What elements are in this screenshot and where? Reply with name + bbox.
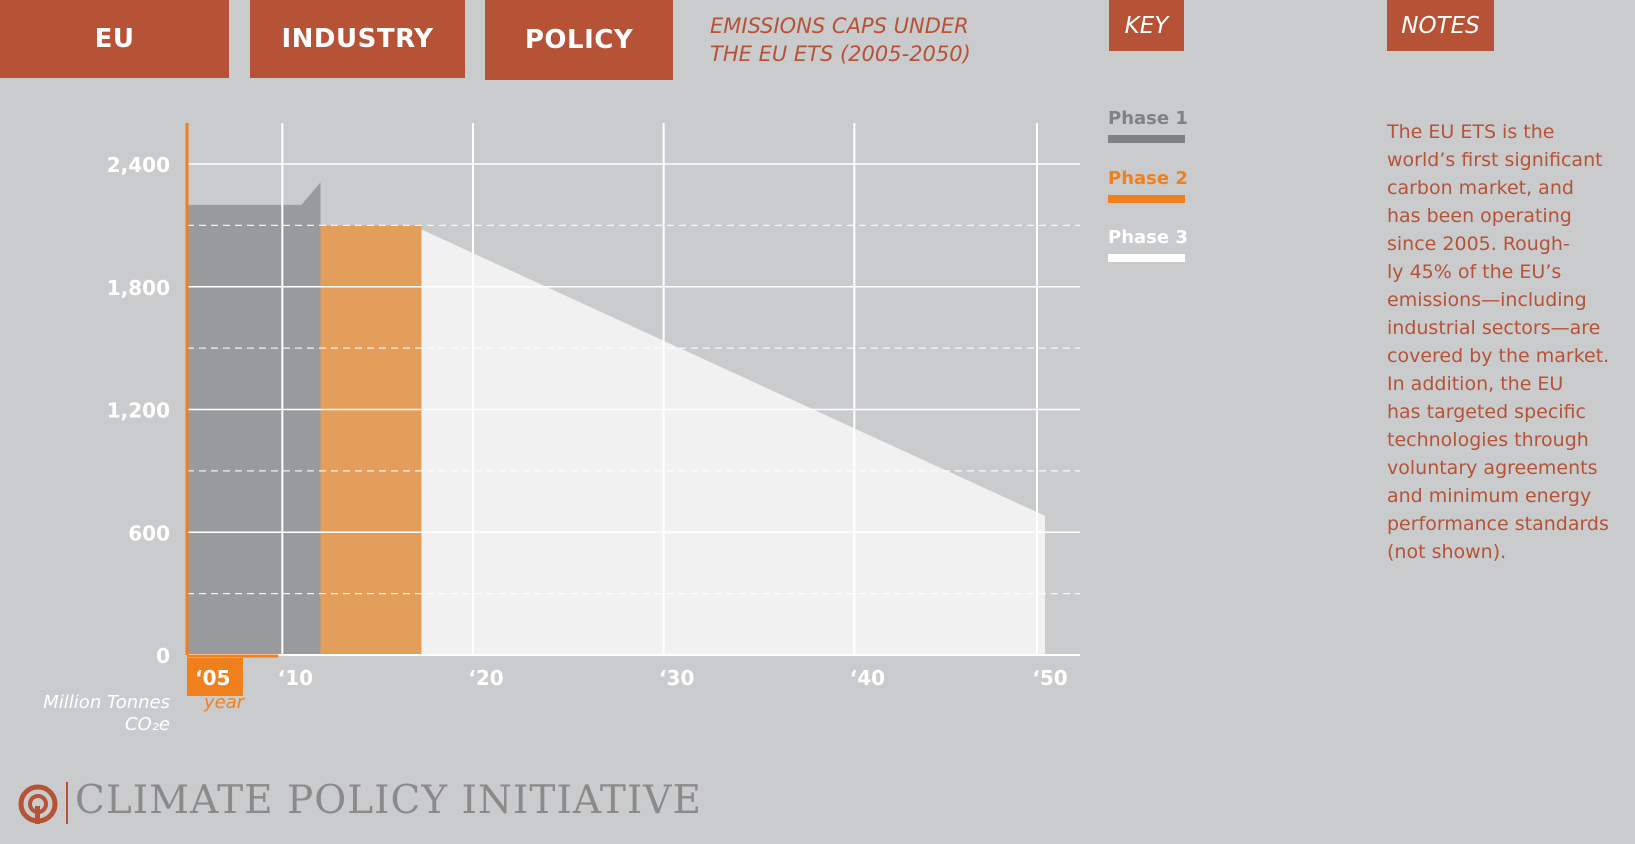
- notes-line: voluntary agreements: [1387, 457, 1598, 479]
- notes-text: The EU ETS is the world’s first significa…: [1387, 118, 1635, 566]
- y-axis-unit-label: Million Tonnes CO₂e: [20, 692, 170, 736]
- y-tick-label: 600: [128, 521, 170, 545]
- x-tick-label: ‘10: [278, 666, 313, 690]
- area-phase-3: [421, 229, 1045, 655]
- tab-industry[interactable]: INDUSTRY: [250, 0, 465, 78]
- legend-phase-3-swatch: [1108, 254, 1185, 262]
- notes-button[interactable]: NOTES: [1387, 0, 1494, 51]
- notes-line: since 2005. Rough-: [1387, 233, 1570, 255]
- notes-line: (not shown).: [1387, 541, 1507, 563]
- notes-line: The EU ETS is the: [1387, 121, 1555, 143]
- tab-policy[interactable]: POLICY: [485, 0, 673, 80]
- chart-title-line-1: EMISSIONS CAPS UNDER: [710, 14, 969, 38]
- x-tick-label: ‘40: [850, 666, 885, 690]
- notes-line: carbon market, and: [1387, 177, 1574, 199]
- x-axis-label: year: [204, 692, 245, 713]
- y-tick-label: 0: [156, 644, 170, 668]
- cpi-logo-icon: [18, 784, 58, 824]
- y-tick-label: 2,400: [107, 153, 170, 177]
- y-tick-label: 1,800: [107, 276, 170, 300]
- legend-phase-3: Phase 3: [1108, 227, 1188, 248]
- notes-line: covered by the market.: [1387, 345, 1610, 367]
- notes-line: In addition, the EU: [1387, 373, 1564, 395]
- legend-phase-2: Phase 2: [1108, 168, 1188, 189]
- legend-phase-2-swatch: [1108, 195, 1185, 203]
- x-tick-label: ‘50: [1032, 666, 1067, 690]
- area-phase-1: [187, 182, 321, 655]
- notes-line: performance standards: [1387, 513, 1609, 535]
- logo-divider: [66, 782, 68, 824]
- y-tick-label: 1,200: [107, 399, 170, 423]
- notes-line: world’s first significant: [1387, 149, 1603, 171]
- tab-eu[interactable]: EU: [0, 0, 229, 78]
- x-tick-label: ‘20: [468, 666, 503, 690]
- y-axis-unit-line-2: CO₂e: [124, 714, 170, 735]
- chart-title: EMISSIONS CAPS UNDER THE EU ETS (2005-20…: [710, 12, 1040, 68]
- notes-line: technologies through: [1387, 429, 1589, 451]
- x-tick-label: ‘30: [659, 666, 694, 690]
- org-name: CLIMATE POLICY INITIATIVE: [75, 778, 702, 823]
- x-tick-highlight: [187, 658, 243, 696]
- notes-line: and minimum energy: [1387, 485, 1592, 507]
- legend-phase-1-swatch: [1108, 135, 1185, 143]
- area-phase-2: [320, 225, 422, 655]
- notes-line: has targeted specific: [1387, 401, 1586, 423]
- legend-phase-1: Phase 1: [1108, 108, 1188, 129]
- notes-line: emissions—including: [1387, 289, 1587, 311]
- emissions-cap-chart: 0 600 1,200 1,800 2,400 ‘05 ‘10 ‘20 ‘30 ‘40 ‘50: [107, 123, 1080, 696]
- chart-title-line-2: THE EU ETS (2005-2050): [710, 42, 971, 66]
- notes-line: ly 45% of the EU’s: [1387, 261, 1562, 283]
- x-tick-label: ‘05: [195, 666, 230, 690]
- key-button[interactable]: KEY: [1109, 0, 1184, 51]
- y-axis-unit-line-1: Million Tonnes: [43, 692, 170, 713]
- notes-line: industrial sectors—are: [1387, 317, 1601, 339]
- notes-line: has been operating: [1387, 205, 1572, 227]
